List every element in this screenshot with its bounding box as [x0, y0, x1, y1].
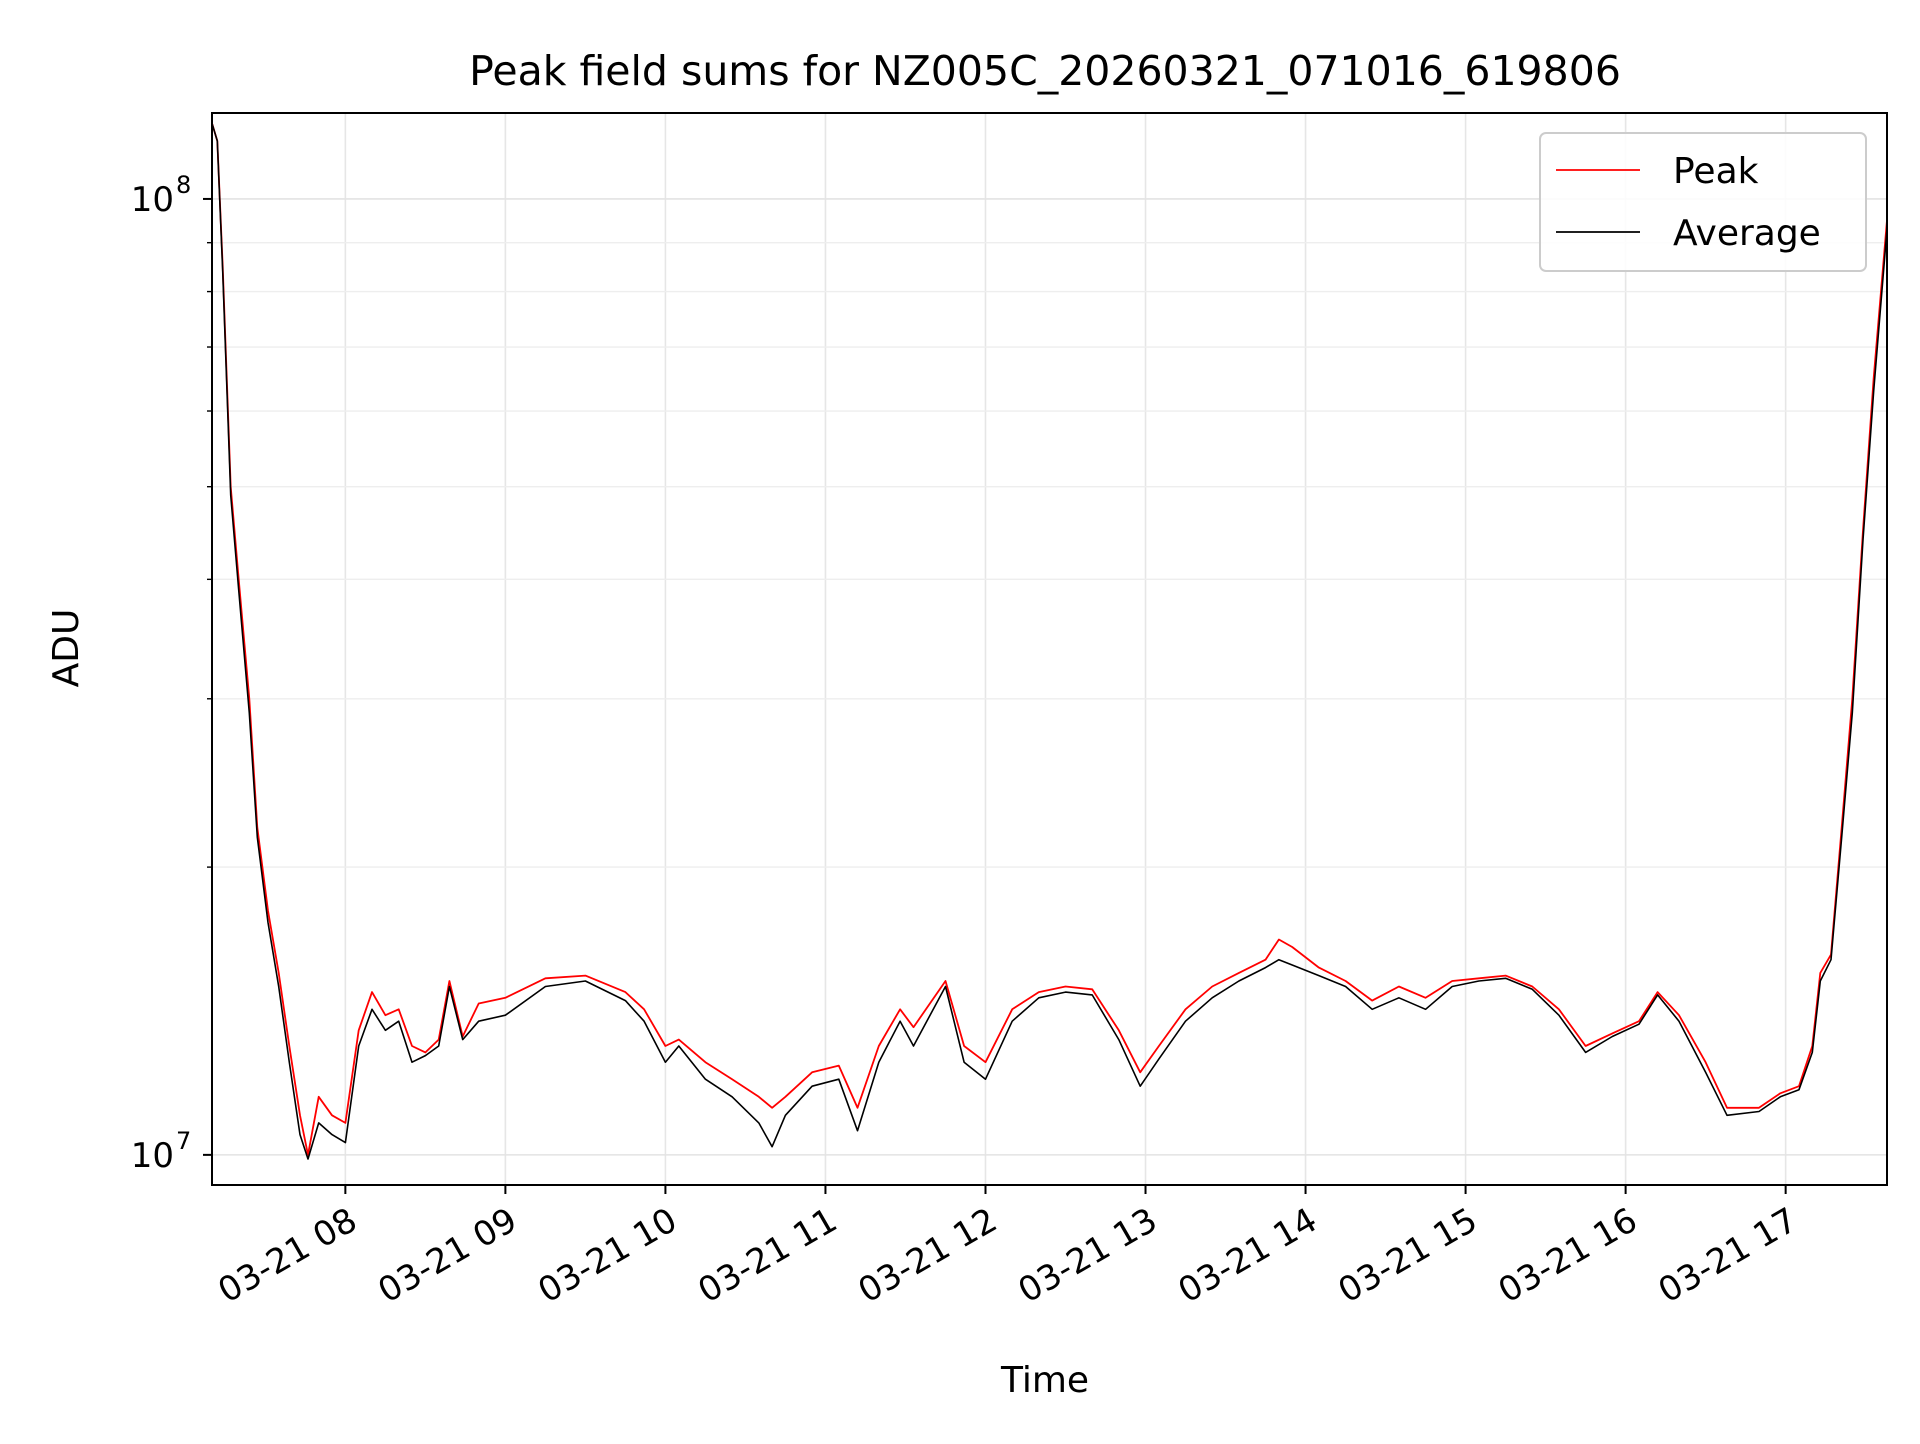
x-tick-label: 03-21 15 [1332, 1200, 1484, 1311]
x-tick-label: 03-21 08 [211, 1200, 363, 1311]
legend-box [1539, 132, 1867, 272]
x-ticks: 03-21 08 03-21 09 03-21 10 03-21 11 03-21 12… [211, 1185, 1804, 1311]
y-tick-exponent: 8 [176, 171, 191, 199]
x-tick-label: 03-21 13 [1012, 1200, 1164, 1311]
y-axis-label: ADU [46, 609, 87, 688]
x-tick-label: 03-21 09 [371, 1200, 523, 1311]
plot-frame [211, 112, 1888, 1186]
legend: Peak Average [1539, 132, 1867, 272]
legend-label-peak: Peak [1673, 151, 1759, 192]
legend-label-average: Average [1673, 213, 1821, 254]
y-tick-label: 10 [131, 1136, 174, 1176]
x-tick-label: 03-21 10 [532, 1200, 684, 1311]
series-line-average [212, 123, 1887, 1160]
x-tick-label: 03-21 16 [1492, 1200, 1644, 1311]
y-tick-label: 10 [131, 180, 174, 220]
y-tick-exponent: 7 [176, 1127, 191, 1155]
grid-lines [212, 113, 1887, 1185]
series-line-peak [212, 123, 1887, 1156]
series-group [212, 123, 1887, 1160]
x-tick-label: 03-21 11 [692, 1200, 844, 1311]
x-tick-label: 03-21 14 [1172, 1200, 1324, 1311]
x-axis-label: Time [1000, 1360, 1089, 1401]
x-tick-label: 03-21 17 [1652, 1200, 1804, 1311]
chart-title: Peak field sums for NZ005C_20260321_0710… [469, 47, 1621, 95]
x-tick-label: 03-21 12 [852, 1200, 1004, 1311]
